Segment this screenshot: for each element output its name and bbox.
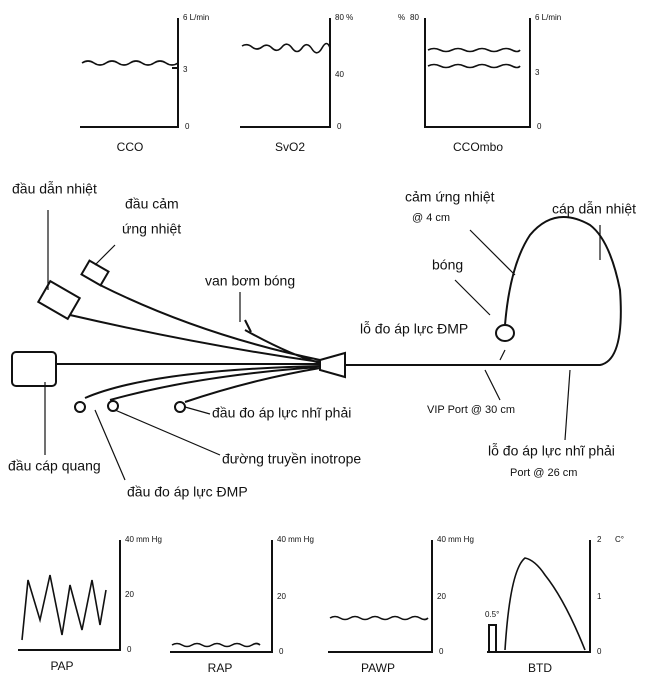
waveform [241,42,331,54]
axis-label: 0 [279,647,284,656]
label: lỗ đo áp lực nhĩ phải [488,443,615,459]
axis-label: 0 [127,645,132,654]
svo2-panel: 80 % 40 0 SvO2 [240,13,353,154]
connector [107,400,119,412]
axis-label: 40 mm Hg [437,535,474,544]
panel-title: PAWP [361,661,395,675]
label: bóng [432,257,463,273]
axis [424,18,531,128]
label: đường truyền inotrope [222,451,361,467]
axis [170,540,273,653]
axis-label: 3 [535,68,540,77]
label: ứng nhiệt [122,221,181,237]
balloon [495,324,515,342]
label: cảm ứng nhiệt [405,189,495,205]
label: đầu đo áp lực ĐMP [127,484,248,500]
label: VIP Port @ 30 cm [427,404,515,416]
connector [11,351,57,387]
label: @ 4 cm [412,212,450,224]
axis-label: % [398,13,405,22]
label: Port @ 26 cm [510,467,577,479]
hub [319,351,346,379]
label: đầu đo áp lực nhĩ phải [212,405,351,421]
panel-title: RAP [208,661,233,675]
leader-lines [44,210,601,481]
panel-title: SvO2 [275,140,305,154]
injection-mark [488,624,497,653]
axis-label: 6 L/min [535,13,561,22]
axis-label: 0.5° [485,610,499,619]
axis-label: 1 [597,592,602,601]
axis-label: 20 [437,592,446,601]
axis-label: 0 [185,122,190,131]
axis-label: 80 % [335,13,353,22]
axis-label: 40 [335,70,344,79]
axis-label: 40 mm Hg [277,535,314,544]
catheter-body [345,216,622,366]
ccombo-panel: % 80 6 L/min 3 0 CCOmbo [398,13,561,154]
connector [74,401,86,413]
axis [487,540,591,653]
rap-panel: 40 mm Hg 20 0 RAP [170,535,314,675]
axis-label: 20 [277,592,286,601]
panel-title: CCO [117,140,144,154]
pap-panel: 40 mm Hg 20 0 PAP [18,535,162,673]
panel-title: CCOmbo [453,140,503,154]
label: đầu cảm [125,196,179,212]
axis-label: 0 [597,647,602,656]
panel-title: PAP [50,659,73,673]
valve [244,319,252,333]
axis-label: 20 [125,590,134,599]
connector [80,259,110,287]
axis-label: 80 [410,13,419,22]
catheter: đầu dẫn nhiệt đầu cảm ứng nhiệt van bơm … [8,181,636,500]
axis-label: 0 [337,122,342,131]
waveform [427,63,521,69]
label: đầu cáp quang [8,458,101,474]
label: đầu dẫn nhiệt [12,181,97,197]
connector [174,401,186,413]
waveform [81,60,179,66]
waveform [171,642,261,648]
axis-label: 40 mm Hg [125,535,162,544]
axis-label: 0 [537,122,542,131]
waveform [427,47,521,53]
axis [240,18,331,128]
axis-label: C° [615,535,624,544]
waveform [504,557,586,651]
axis [328,540,433,653]
axis-label: 3 [183,65,188,74]
connector [36,279,82,321]
axis [18,540,121,651]
axis-label: 6 L/min [183,13,209,22]
label: van bơm bóng [205,273,295,289]
pawp-panel: 40 mm Hg 20 0 PAWP [328,535,474,675]
lumens [56,284,321,403]
label: cáp dẫn nhiệt [552,201,636,217]
cco-panel: 6 L/min 3 0 CCO [80,13,209,154]
axis-label: 0 [439,647,444,656]
waveform [21,574,107,641]
panel-title: BTD [528,661,552,675]
axis [80,18,179,128]
label: lỗ đo áp lực ĐMP [360,321,468,337]
btd-panel: 2 C° 1 0 0.5° BTD [485,535,624,675]
waveform [329,615,429,621]
axis-label: 2 [597,535,602,544]
